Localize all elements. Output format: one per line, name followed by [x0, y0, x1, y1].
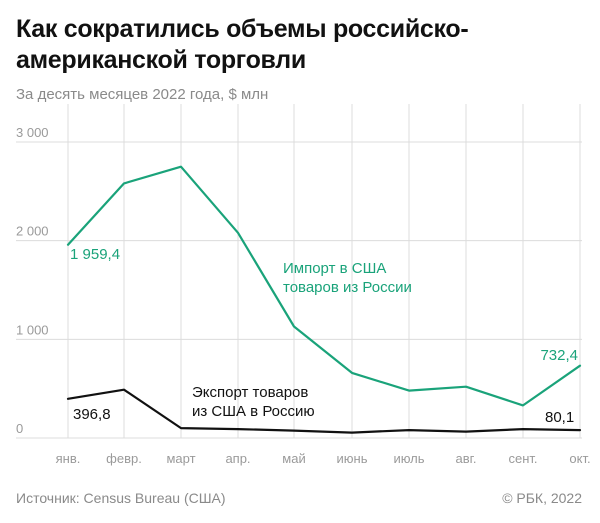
- data-label: 80,1: [545, 409, 574, 426]
- y-tick-label: 2 000: [16, 224, 49, 239]
- x-tick-label: апр.: [225, 451, 250, 466]
- series-name-label: Импорт в США: [283, 260, 386, 277]
- export-series-line: [66, 388, 582, 434]
- data-label: 396,8: [73, 406, 111, 423]
- y-tick-label: 0: [16, 421, 23, 436]
- y-tick-label: 3 000: [16, 125, 49, 140]
- x-tick-label: март: [166, 451, 195, 466]
- series-name-label: товаров из России: [283, 279, 412, 296]
- import-series-line: [66, 165, 582, 407]
- source-note: Источник: Census Bureau (США): [16, 490, 226, 506]
- x-tick-label: июль: [393, 451, 424, 466]
- x-tick-label: сент.: [508, 451, 537, 466]
- chart-title: Как сократились объемы российско-америка…: [16, 15, 469, 74]
- x-tick-label: авг.: [456, 451, 477, 466]
- x-tick-label: окт.: [569, 451, 590, 466]
- data-label: 732,4: [540, 347, 578, 364]
- copyright-note: © РБК, 2022: [502, 490, 582, 506]
- x-tick-label: янв.: [56, 451, 81, 466]
- data-label: 1 959,4: [70, 246, 120, 263]
- x-tick-label: июнь: [337, 451, 368, 466]
- x-tick-label: май: [282, 451, 305, 466]
- series-name-label: Экспорт товаров: [192, 384, 308, 401]
- series-name-label: из США в Россию: [192, 403, 315, 420]
- y-tick-label: 1 000: [16, 322, 49, 337]
- line-chart: 0 1 000 2 000 3 000 янв. февр. март апр. май июнь…: [16, 104, 591, 466]
- chart-subtitle: За десять месяцев 2022 года, $ млн: [16, 86, 269, 103]
- x-tick-label: февр.: [106, 451, 142, 466]
